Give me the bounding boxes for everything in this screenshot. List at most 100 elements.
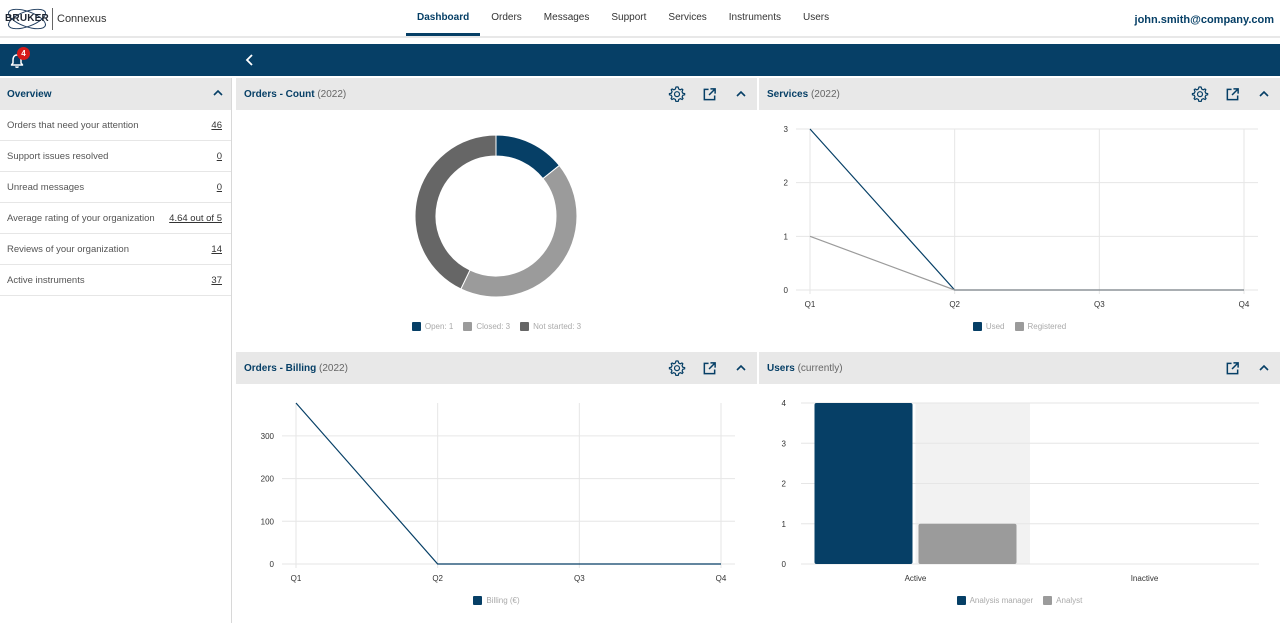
legend-item[interactable]: Open: 1 <box>411 322 453 331</box>
legend-label: Registered <box>1027 322 1067 331</box>
chevron-up-icon[interactable] <box>731 84 751 104</box>
nav-users[interactable]: Users <box>803 12 830 23</box>
stat-label: Average rating of your organization <box>7 212 155 224</box>
legend-swatch <box>1043 596 1053 605</box>
nav-messages[interactable]: Messages <box>543 12 590 23</box>
legend-swatch <box>520 322 530 331</box>
nav-dashboard[interactable]: Dashboard <box>406 0 481 36</box>
x-tick-label: Q4 <box>1239 300 1250 309</box>
y-tick-label: 2 <box>784 179 789 188</box>
legend-item[interactable]: Registered <box>1014 322 1067 331</box>
donut-slice <box>495 134 561 180</box>
legend-item[interactable]: Not started: 3 <box>520 322 581 331</box>
stat-label: Orders that need your attention <box>7 119 139 131</box>
stat-label: Unread messages <box>7 181 85 193</box>
series-line <box>295 402 721 565</box>
y-tick-label: 0 <box>782 560 787 569</box>
panel-subtitle: (2022) <box>319 362 348 374</box>
series-line <box>809 235 1244 291</box>
main-nav: Dashboard Orders Messages Support Servic… <box>406 0 840 36</box>
y-tick-label: 0 <box>784 286 789 295</box>
legend-item[interactable]: Billing (€) <box>473 596 520 605</box>
stat-reviews: Reviews of your organization 14 <box>0 234 231 265</box>
gear-icon[interactable] <box>1190 84 1210 104</box>
bar <box>814 403 913 564</box>
stat-active-instruments: Active instruments 37 <box>0 265 231 296</box>
stat-value[interactable]: 0 <box>216 181 222 193</box>
logo[interactable]: BRUKER Connexus <box>4 4 107 34</box>
y-tick-label: 1 <box>784 232 789 241</box>
chart-legend: Open: 1 Closed: 3 Not started: 3 <box>236 322 757 331</box>
orders-count-panel: Orders - Count (2022) Open: 1 Closed: 3 No… <box>236 78 757 349</box>
users-chart: 0 1 2 3 4 Active Inactive <box>782 399 1259 583</box>
legend-swatch <box>463 322 473 331</box>
panel-subtitle: (2022) <box>810 88 840 100</box>
legend-label: Closed: 3 <box>476 322 511 331</box>
y-tick-label: 3 <box>784 125 789 134</box>
open-external-icon[interactable] <box>699 358 719 378</box>
legend-swatch <box>972 322 982 331</box>
gear-icon[interactable] <box>667 358 687 378</box>
stat-value[interactable]: 14 <box>211 243 222 255</box>
panel-subtitle: (currently) <box>797 362 843 374</box>
open-external-icon[interactable] <box>1222 358 1242 378</box>
brand-name: BRUKER <box>5 13 49 24</box>
y-tick-label: 4 <box>782 399 787 408</box>
legend-label: Used <box>985 322 1005 331</box>
bruker-logo-icon: BRUKER <box>4 4 50 34</box>
stat-value[interactable]: 37 <box>211 274 222 286</box>
chevron-up-icon[interactable] <box>1254 358 1274 378</box>
stat-support-resolved: Support issues resolved 0 <box>0 141 231 172</box>
legend-item[interactable]: Closed: 3 <box>463 322 510 331</box>
services-panel: Services (2022) 0 1 2 3 Q1 Q2 Q3 Q4 Used Registe… <box>759 78 1280 349</box>
services-chart: 0 1 2 3 Q1 Q2 Q3 Q4 <box>784 125 1258 309</box>
chart-legend: Used Registered <box>759 322 1280 331</box>
stat-value[interactable]: 4.64 out of 5 <box>169 212 222 224</box>
open-external-icon[interactable] <box>1222 84 1242 104</box>
stat-average-rating: Average rating of your organization 4.64… <box>0 203 231 234</box>
chevron-left-icon[interactable] <box>243 53 257 67</box>
chevron-up-icon[interactable] <box>1254 84 1274 104</box>
legend-item[interactable]: Used <box>972 322 1005 331</box>
legend-label: Billing (€) <box>486 596 520 605</box>
chevron-up-icon[interactable] <box>731 358 751 378</box>
notification-badge: 4 <box>17 47 30 60</box>
nav-orders[interactable]: Orders <box>491 12 522 23</box>
open-external-icon[interactable] <box>699 84 719 104</box>
logo-divider <box>52 8 53 30</box>
stat-value[interactable]: 46 <box>211 119 222 131</box>
chevron-up-icon[interactable] <box>212 87 224 102</box>
panel-title: Orders - Billing (2022) <box>244 363 348 374</box>
stat-value[interactable]: 0 <box>216 150 222 162</box>
legend-item[interactable]: Analysis manager <box>956 596 1034 605</box>
panel-title-text: Users <box>767 362 795 374</box>
legend-swatch <box>411 322 421 331</box>
gear-icon[interactable] <box>667 84 687 104</box>
panel-header: Services (2022) <box>759 78 1280 110</box>
nav-services[interactable]: Services <box>668 12 707 23</box>
panel-title-text: Orders - Billing <box>244 362 317 374</box>
panel-title: Users (currently) <box>767 363 843 374</box>
nav-support[interactable]: Support <box>611 12 647 23</box>
nav-instruments[interactable]: Instruments <box>728 12 782 23</box>
panel-header: Users (currently) <box>759 352 1280 384</box>
legend-item[interactable]: Analyst <box>1043 596 1082 605</box>
legend-label: Analyst <box>1056 596 1083 605</box>
stat-label: Support issues resolved <box>7 150 109 162</box>
stat-label: Active instruments <box>7 274 85 286</box>
y-tick-label: 0 <box>270 560 275 569</box>
panel-title-text: Orders - Count <box>244 88 315 100</box>
orders-count-chart <box>414 134 578 298</box>
y-tick-label: 1 <box>782 520 787 529</box>
donut-slice <box>460 164 578 298</box>
stat-orders-attention: Orders that need your attention 46 <box>0 110 231 141</box>
user-menu[interactable]: john.smith@company.com <box>1134 14 1274 26</box>
panel-title-text: Services <box>767 88 809 100</box>
overview-header[interactable]: Overview <box>0 78 231 110</box>
legend-label: Analysis manager <box>969 596 1034 605</box>
chart-legend: Billing (€) <box>236 596 757 605</box>
legend-swatch <box>473 596 483 605</box>
legend-swatch <box>1014 322 1024 331</box>
panel-subtitle: (2022) <box>317 88 347 100</box>
panel-header: Orders - Count (2022) <box>236 78 757 110</box>
